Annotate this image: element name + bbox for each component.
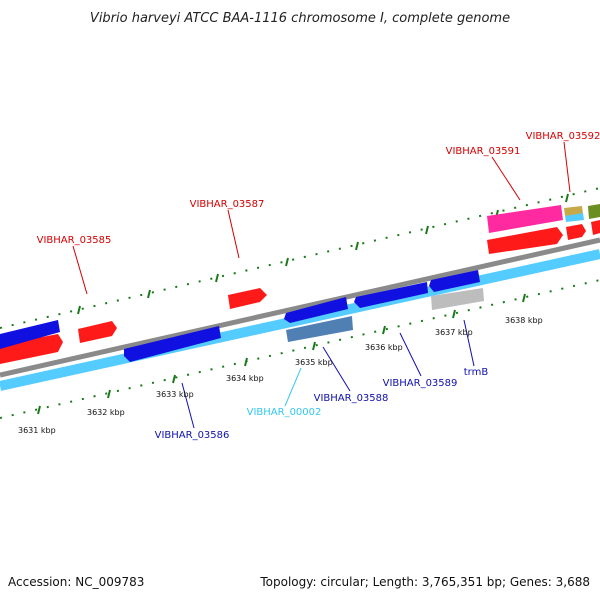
cds-forward[interactable] [591,220,600,235]
genome-summary-text: Topology: circular; Length: 3,765,351 bp… [259,575,590,589]
cds-forward[interactable] [566,224,586,240]
gene-label[interactable]: VIBHAR_03588 [314,393,389,404]
tick-label: 3636 kbp [365,343,403,352]
accession-text: Accession: NC_009783 [8,575,144,589]
cds-forward[interactable] [78,321,117,343]
tick-label: 3634 kbp [226,374,264,383]
gene-label[interactable]: VIBHAR_03586 [155,430,230,441]
map-title: Vibrio harveyi ATCC BAA-1116 chromosome … [90,11,510,26]
cds-forward[interactable] [0,334,63,364]
lower-ruler [0,279,600,419]
gene-label[interactable]: VIBHAR_03587 [190,199,265,210]
tick-label: 3631 kbp [18,426,56,435]
cds-reverse[interactable] [354,282,428,308]
gene-label[interactable]: VIBHAR_03591 [446,146,521,157]
misc-feature[interactable] [286,316,353,342]
tick-label: 3633 kbp [156,390,194,399]
misc-feature[interactable] [565,213,584,222]
gene-label[interactable]: VIBHAR_00002 [247,407,322,418]
misc-feature[interactable] [588,204,600,219]
cds-reverse[interactable] [0,320,60,349]
tick-label: 3632 kbp [87,408,125,417]
cds-forward[interactable] [228,288,267,309]
gene-label[interactable]: VIBHAR_03585 [37,235,112,246]
gene-label[interactable]: VIBHAR_03592 [526,131,600,142]
tick-label: 3638 kbp [505,316,543,325]
backbone-line [0,237,600,378]
major-ticks [37,193,569,415]
tick-label: 3637 kbp [435,328,473,337]
cds-reverse[interactable] [124,326,221,362]
label-leaders [72,141,571,429]
gene-label[interactable]: VIBHAR_03589 [383,378,458,389]
misc-feature[interactable] [564,206,583,216]
pseudo-gene[interactable] [431,288,484,310]
tick-label: 3635 kbp [295,358,333,367]
rna-feature[interactable] [487,205,563,233]
gene-label[interactable]: trmB [464,367,489,378]
cds-reverse[interactable] [284,297,348,323]
cds-reverse[interactable] [429,270,480,292]
cds-forward[interactable] [487,227,563,254]
